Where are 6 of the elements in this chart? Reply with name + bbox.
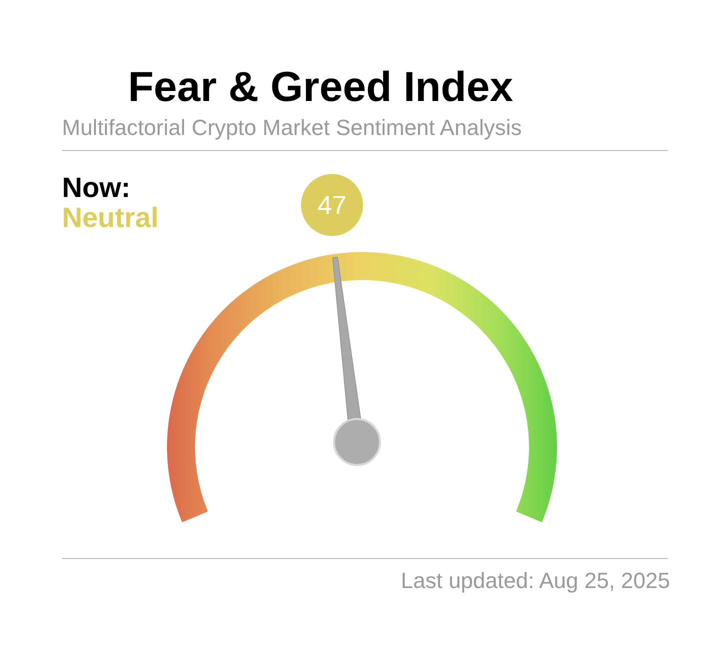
text: Multifactorial Crypto Market Sentiment Analysis [62,115,522,140]
category-label: Neutral [62,202,158,233]
text: Now: [62,172,130,203]
data-label: 47 [316,190,348,220]
text: Last updated: Aug 25, 2025 [400,568,670,593]
text: Fear & Greed Index [128,63,514,110]
